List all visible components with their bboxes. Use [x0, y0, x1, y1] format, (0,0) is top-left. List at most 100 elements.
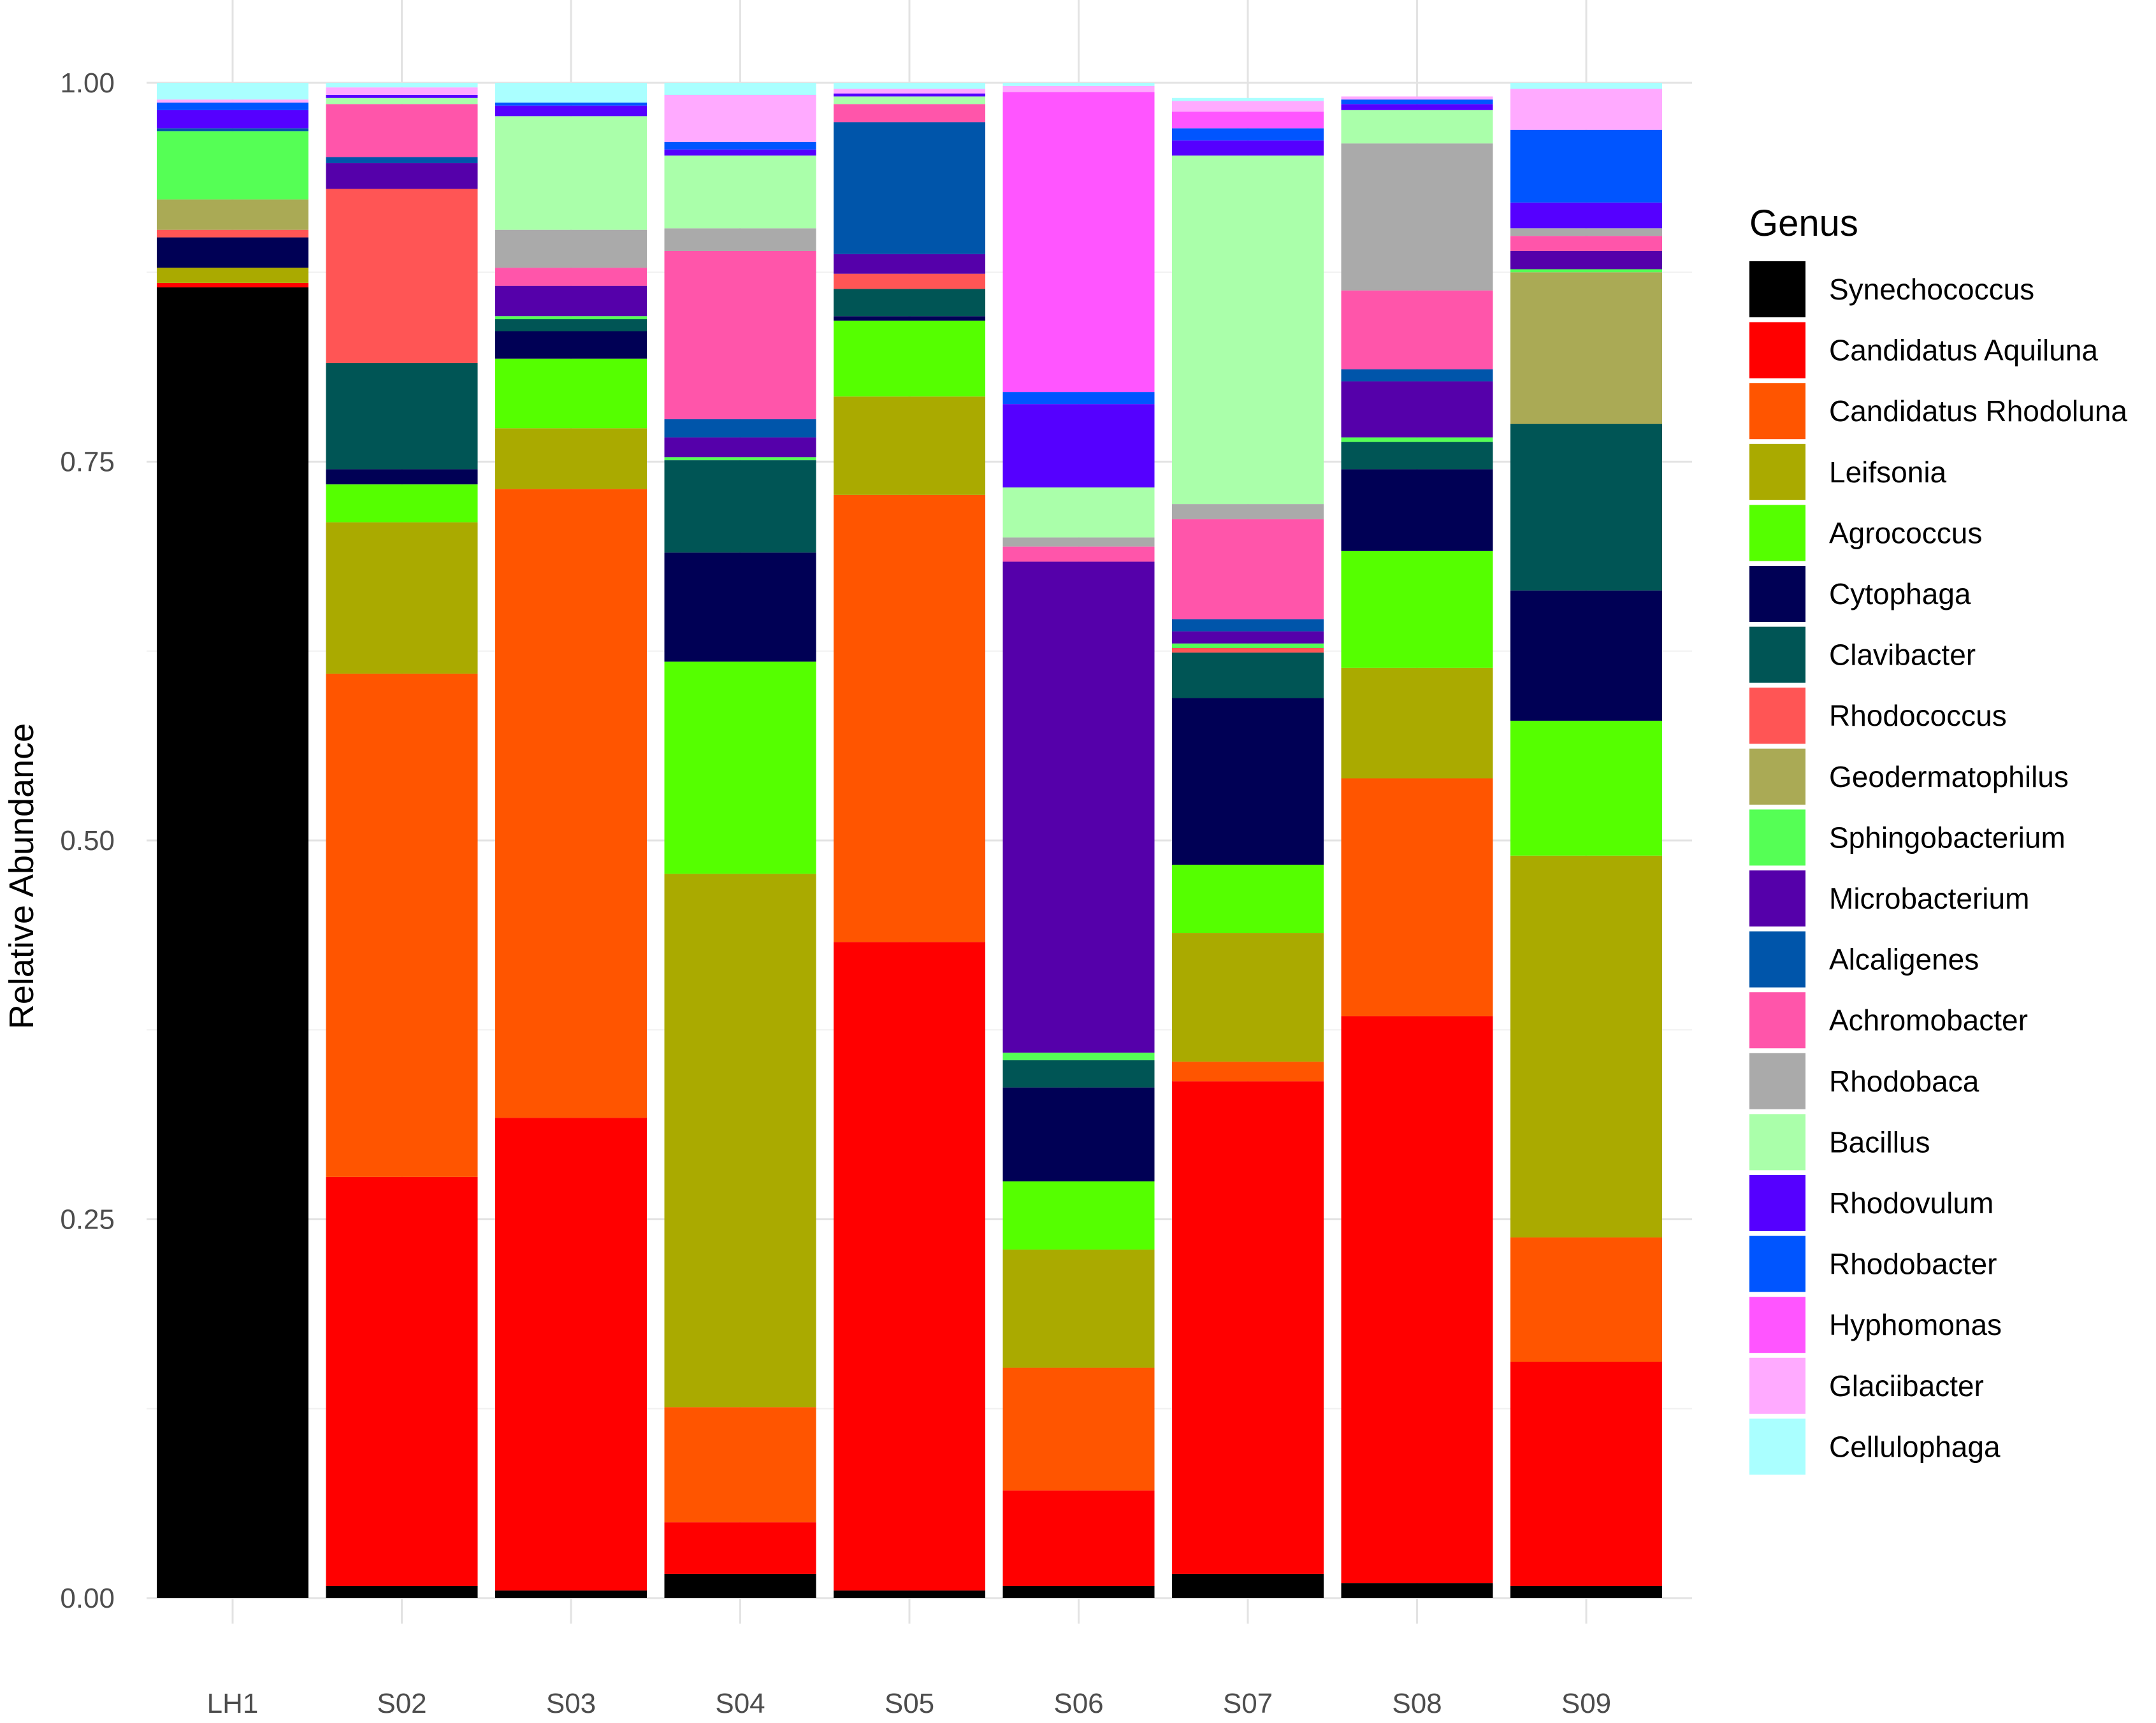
legend-key-candidatus-rhodoluna	[1749, 383, 1805, 440]
legend-key-rhodovulum	[1749, 1175, 1805, 1231]
bar-segment-LH1-rhodovulum	[157, 110, 308, 129]
bar-segment-S07-rhodobaca	[1172, 504, 1324, 519]
bar-segment-S05-cytophaga	[834, 316, 985, 321]
legend-label: Synechococcus	[1829, 273, 2034, 306]
bar-segment-S09-cytophaga	[1510, 590, 1662, 721]
bar-segment-S04-cytophaga	[664, 552, 816, 662]
bar-segment-S08-clavibacter	[1341, 442, 1493, 470]
bar-segment-S04-rhodobacter	[664, 141, 816, 150]
legend-label: Clavibacter	[1829, 638, 1976, 672]
bar-segment-S07-cytophaga	[1172, 698, 1324, 865]
legend-label: Hyphomonas	[1829, 1308, 2002, 1341]
bar-segment-S09-leifsonia	[1510, 855, 1662, 1238]
bar-segment-LH1-geodermatophilus	[157, 199, 308, 230]
bar-segment-S08-glaciibacter	[1341, 96, 1493, 100]
legend-key-hyphomonas	[1749, 1297, 1805, 1353]
bar-segment-S03-microbacterium	[495, 285, 647, 317]
y-axis: 0.00 0.25 0.50 0.75 1.00	[60, 68, 115, 1614]
bar-segment-LH1-sphingobacterium	[157, 131, 308, 200]
bar-segment-S08-candidatus-rhodoluna	[1341, 778, 1493, 1016]
bar-segment-LH1-alcaligenes	[157, 128, 308, 132]
bar-segment-S09-microbacterium	[1510, 250, 1662, 270]
legend-label: Geodermatophilus	[1829, 760, 2069, 793]
bar-segment-S05-glaciibacter	[834, 89, 985, 94]
bar-segment-S02-agrococcus	[326, 484, 478, 523]
bar-segment-S03-cytophaga	[495, 331, 647, 359]
x-tick-label-S02: S02	[377, 1688, 426, 1719]
bar-segment-S05-leifsonia	[834, 396, 985, 495]
legend-label: Achromobacter	[1829, 1004, 2028, 1037]
bar-segment-S05-bacillus	[834, 96, 985, 105]
legend-label: Rhodococcus	[1829, 699, 2007, 732]
legend-key-leifsonia	[1749, 443, 1805, 500]
bar-segment-S07-clavibacter	[1172, 652, 1324, 698]
bar-segment-S07-microbacterium	[1172, 631, 1324, 644]
bar-segment-S08-agrococcus	[1341, 551, 1493, 668]
bar-segment-S05-candidatus-rhodoluna	[834, 494, 985, 942]
legend-key-rhodobaca	[1749, 1053, 1805, 1109]
bar-segment-S09-cellulophaga	[1510, 83, 1662, 89]
bar-segment-S04-achromobacter	[664, 250, 816, 419]
bar-segment-S06-leifsonia	[1002, 1250, 1155, 1368]
bar-segment-S05-alcaligenes	[834, 122, 985, 254]
bar-segment-S06-hyphomonas	[1002, 92, 1155, 393]
bar-segment-S05-cellulophaga	[834, 83, 985, 89]
x-tick-label-S03: S03	[546, 1688, 596, 1719]
bar-segment-S07-agrococcus	[1172, 865, 1324, 934]
y-tick-label: 1.00	[60, 68, 115, 99]
legend-label: Cellulophaga	[1829, 1430, 2000, 1463]
bar-segment-S07-sphingobacterium	[1172, 643, 1324, 648]
bar-segment-S03-clavibacter	[495, 319, 647, 331]
bar-segment-S09-glaciibacter	[1510, 89, 1662, 130]
bar-segment-S09-candidatus-aquiluna	[1510, 1362, 1662, 1586]
y-tick-label: 0.25	[60, 1204, 115, 1236]
bar-segment-S03-sphingobacterium	[495, 316, 647, 319]
bar-segment-S04-bacillus	[664, 155, 816, 229]
bar-segment-S02-glaciibacter	[326, 87, 478, 96]
bar-segment-S04-alcaligenes	[664, 419, 816, 438]
bar-segment-S05-agrococcus	[834, 321, 985, 397]
bar-segment-S02-synechococcus	[326, 1585, 478, 1598]
bar-segment-S08-sphingobacterium	[1341, 437, 1493, 442]
bar-segment-S02-microbacterium	[326, 163, 478, 189]
legend: Genus Synechococcus Candidatus Aquiluna Ca…	[1749, 203, 2127, 1475]
bar-segment-S03-rhodobacter	[495, 102, 647, 106]
bar-segment-S02-leifsonia	[326, 522, 478, 674]
bar-segment-LH1-leifsonia	[157, 268, 308, 283]
bar-segment-S08-leifsonia	[1341, 667, 1493, 779]
bar-segment-S09-sphingobacterium	[1510, 269, 1662, 273]
bar-segment-S04-clavibacter	[664, 460, 816, 553]
bar-segment-S03-synechococcus	[495, 1590, 647, 1598]
bar-segment-S02-achromobacter	[326, 104, 478, 157]
bar-segment-S07-achromobacter	[1172, 519, 1324, 619]
bar-segment-S07-leifsonia	[1172, 933, 1324, 1062]
bar-segment-S02-alcaligenes	[326, 157, 478, 164]
bar-segment-LH1-glaciibacter	[157, 99, 308, 103]
bar-segment-S06-synechococcus	[1002, 1585, 1155, 1598]
bar-segment-S05-synechococcus	[834, 1590, 985, 1598]
bar-segment-LH1-rhodococcus	[157, 229, 308, 238]
bar-segment-S08-synechococcus	[1341, 1583, 1493, 1598]
legend-key-candidatus-aquiluna	[1749, 322, 1805, 378]
y-tick-label: 0.75	[60, 447, 115, 478]
bar-segment-S05-achromobacter	[834, 104, 985, 122]
legend-key-rhodococcus	[1749, 688, 1805, 744]
legend-label: Rhodovulum	[1829, 1186, 1993, 1220]
bar-segment-LH1-rhodobacter	[157, 102, 308, 110]
bar-segment-S08-rhodobacter	[1341, 99, 1493, 105]
bar-segment-S09-synechococcus	[1510, 1585, 1662, 1598]
bar-segment-S07-glaciibacter	[1172, 101, 1324, 112]
bar-segment-S03-candidatus-aquiluna	[495, 1118, 647, 1591]
y-tick-label: 0.50	[60, 825, 115, 856]
x-tick-label-S07: S07	[1223, 1688, 1273, 1719]
bar-segment-S08-rhodovulum	[1341, 104, 1493, 110]
bar-segment-S09-achromobacter	[1510, 236, 1662, 251]
bar-segment-S08-achromobacter	[1341, 290, 1493, 370]
bar-segment-S07-rhodococcus	[1172, 647, 1324, 653]
legend-label: Glaciibacter	[1829, 1369, 1984, 1402]
bar-segment-S08-candidatus-aquiluna	[1341, 1016, 1493, 1583]
bar-segment-S04-rhodobaca	[664, 228, 816, 251]
legend-key-achromobacter	[1749, 992, 1805, 1049]
bar-segment-S06-rhodobacter	[1002, 392, 1155, 405]
